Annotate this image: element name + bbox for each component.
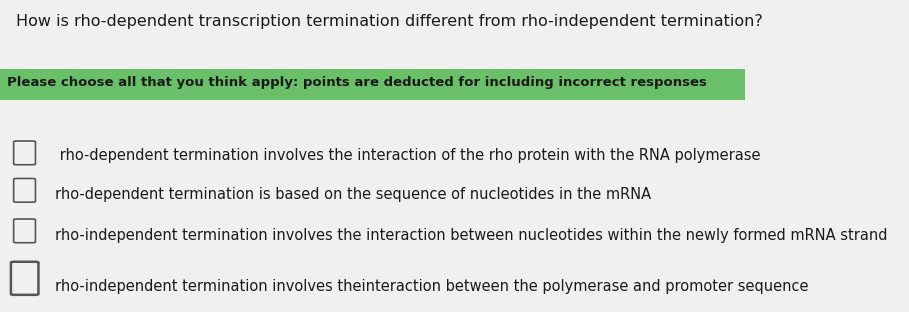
FancyBboxPatch shape (14, 141, 35, 165)
FancyBboxPatch shape (14, 219, 35, 243)
Text: rho-independent termination involves the​interaction between the polymerase and : rho-independent termination involves the… (55, 279, 808, 294)
FancyBboxPatch shape (14, 178, 35, 202)
Text: How is rho-dependent transcription termination different from rho-independent te: How is rho-dependent transcription termi… (16, 14, 764, 29)
FancyBboxPatch shape (11, 262, 38, 295)
Text: rho-dependent termination is based on the sequence of nucleotides in the mRNA: rho-dependent termination is based on th… (55, 187, 651, 202)
Text: Please choose all that you think apply: points are deducted for including incorr: Please choose all that you think apply: … (7, 76, 707, 90)
Bar (0, 69, 745, 100)
Text: rho-dependent termination involves the interaction of the rho protein with the R: rho-dependent termination involves the i… (55, 148, 760, 163)
Text: rho-independent termination involves the interaction between nucleotides within : rho-independent termination involves the… (55, 228, 887, 243)
